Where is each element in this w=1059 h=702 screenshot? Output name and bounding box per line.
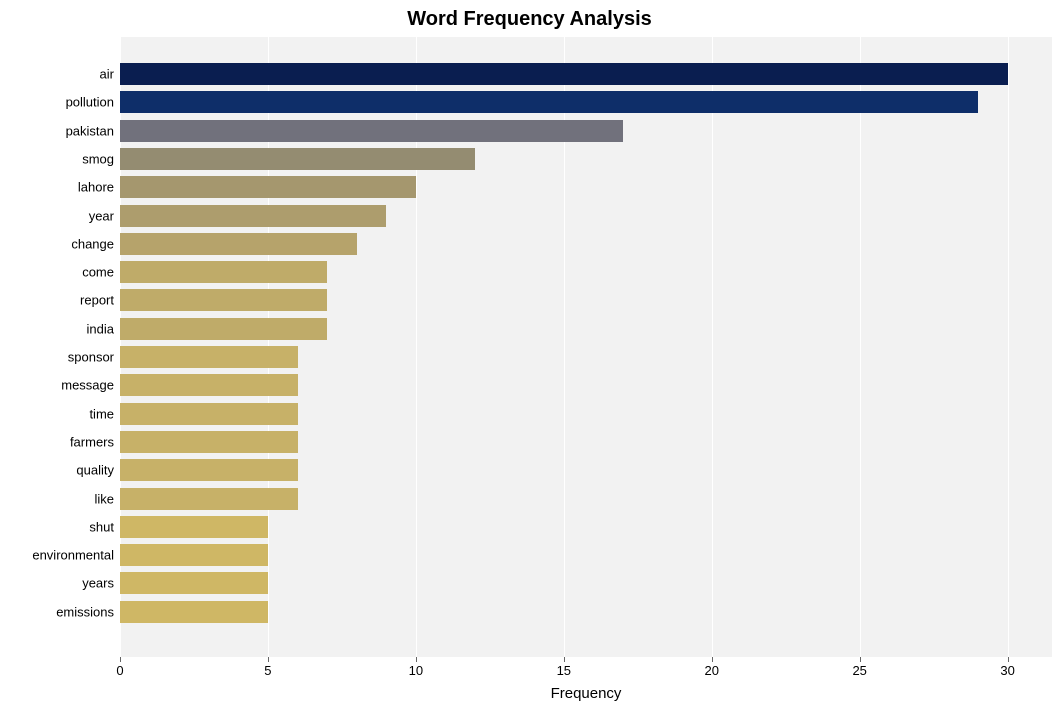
gridline: [1008, 37, 1009, 657]
chart-container: Word Frequency Analysis Frequency 051015…: [0, 0, 1059, 701]
y-tick-label: lahore: [78, 180, 120, 195]
y-tick-label: emissions: [56, 604, 120, 619]
y-tick-label: years: [82, 576, 120, 591]
bar: [120, 544, 268, 566]
chart-title: Word Frequency Analysis: [0, 8, 1059, 31]
x-tick-label: 20: [705, 657, 719, 678]
y-tick-label: india: [87, 321, 120, 336]
bar: [120, 205, 386, 227]
y-tick-label: change: [71, 236, 120, 251]
y-tick-label: pakistan: [66, 123, 120, 138]
bar: [120, 318, 327, 340]
bar: [120, 601, 268, 623]
bar: [120, 261, 327, 283]
y-tick-label: year: [89, 208, 120, 223]
y-tick-label: quality: [76, 463, 120, 478]
bar: [120, 403, 298, 425]
y-tick-label: farmers: [70, 434, 120, 449]
bar: [120, 148, 475, 170]
bar: [120, 459, 298, 481]
bar: [120, 488, 298, 510]
bar: [120, 516, 268, 538]
bar: [120, 63, 1008, 85]
bar: [120, 233, 357, 255]
x-tick-label: 10: [409, 657, 423, 678]
x-tick-label: 0: [116, 657, 123, 678]
gridline: [860, 37, 861, 657]
plot-area: Frequency 051015202530airpollutionpakist…: [120, 37, 1052, 657]
y-tick-label: environmental: [32, 548, 120, 563]
x-tick-label: 15: [557, 657, 571, 678]
bar: [120, 120, 623, 142]
y-tick-label: smog: [82, 151, 120, 166]
bar: [120, 572, 268, 594]
y-tick-label: come: [82, 265, 120, 280]
y-tick-label: air: [100, 67, 120, 82]
y-tick-label: sponsor: [68, 350, 120, 365]
y-tick-label: like: [94, 491, 120, 506]
y-tick-label: message: [61, 378, 120, 393]
bar: [120, 91, 978, 113]
y-tick-label: time: [89, 406, 120, 421]
y-tick-label: report: [80, 293, 120, 308]
bar: [120, 289, 327, 311]
x-tick-label: 25: [852, 657, 866, 678]
bar: [120, 346, 298, 368]
gridline: [712, 37, 713, 657]
y-tick-label: pollution: [66, 95, 120, 110]
x-tick-label: 30: [1000, 657, 1014, 678]
x-tick-label: 5: [264, 657, 271, 678]
bar: [120, 431, 298, 453]
bar: [120, 176, 416, 198]
y-tick-label: shut: [89, 519, 120, 534]
x-axis-label: Frequency: [551, 685, 622, 702]
bar: [120, 374, 298, 396]
